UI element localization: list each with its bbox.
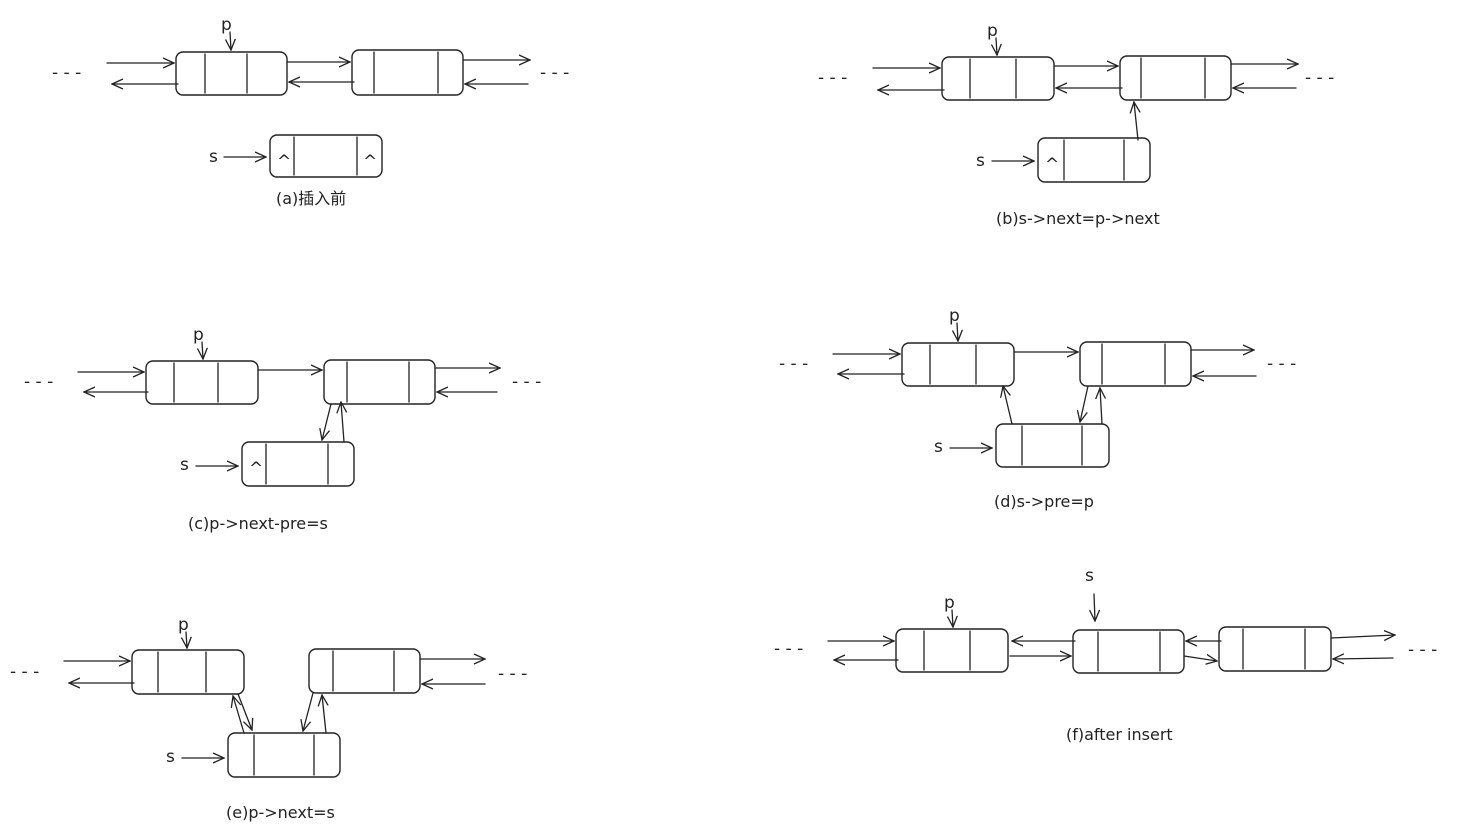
dashes-left: - - - (774, 639, 803, 659)
arrow-out-next (1330, 635, 1395, 638)
s-pre-null: ^ (1045, 155, 1059, 175)
node-s: ^ (241, 441, 355, 487)
node-next (308, 648, 421, 694)
arrow-p-next-s (237, 693, 252, 730)
dashes-right: - - - (540, 63, 569, 83)
arrow-s-next (1134, 102, 1138, 141)
dashes-right: - - - (512, 372, 541, 392)
node-next (1218, 626, 1332, 672)
dashes-right: - - - (1267, 354, 1296, 374)
arrow-s-next (341, 402, 344, 443)
node-p (145, 360, 259, 405)
label-s: s (209, 147, 218, 167)
arrow-s-next (322, 695, 326, 734)
label-p: p (193, 325, 204, 345)
panel-b: - - - - - - p s ^ (b)s->next=p->next (818, 21, 1334, 228)
panel-d: - - - - - - p s (d)s->pre=p (779, 306, 1296, 511)
node-p (175, 51, 288, 96)
s-next-null: ^ (363, 152, 377, 172)
s-pre-null: ^ (277, 152, 291, 172)
p-pointer-arrow (186, 631, 187, 648)
arrow-s-next (1100, 388, 1102, 425)
label-s: s (976, 151, 985, 171)
arrow-next-pre-s (322, 403, 332, 440)
dashes-left: - - - (779, 354, 808, 374)
p-pointer-arrow (202, 341, 203, 359)
arrow-s-pre (1003, 386, 1013, 425)
label-p: p (944, 593, 955, 613)
node-s: ^ (1037, 137, 1151, 183)
arrow-s-next (1183, 656, 1217, 661)
arrow-in-pre (1333, 658, 1394, 659)
caption-e: (e)p->next=s (226, 803, 335, 822)
label-s: s (180, 455, 189, 475)
arrow-s-pre (233, 696, 245, 734)
label-p: p (949, 306, 960, 326)
node-p (895, 628, 1009, 673)
p-pointer-arrow (230, 31, 231, 50)
node-p (131, 649, 245, 695)
dashes-left: - - - (10, 662, 39, 682)
node-next (323, 359, 436, 405)
dashes-right: - - - (1305, 68, 1334, 88)
label-s-top: s (1085, 566, 1094, 586)
dashes-left: - - - (24, 372, 53, 392)
panel-e: - - - - - - p s (e)p->next=s (10, 615, 527, 822)
dashes-left: - - - (818, 68, 847, 88)
node-next (1119, 55, 1232, 101)
caption-a: (a)插入前 (276, 189, 346, 208)
caption-f: (f)after insert (1066, 725, 1173, 744)
caption-b: (b)s->next=p->next (996, 209, 1160, 228)
panel-a: - - - - - - p s ^ ^ (a)插入前 (52, 15, 569, 208)
s-pointer-arrow (1094, 593, 1095, 621)
node-s (227, 732, 341, 778)
label-s: s (166, 747, 175, 767)
caption-d: (d)s->pre=p (994, 492, 1094, 511)
p-pointer-arrow (957, 322, 958, 341)
dashes-right: - - - (498, 664, 527, 684)
p-pointer-arrow (952, 609, 953, 627)
label-p: p (987, 21, 998, 41)
s-pre-null: ^ (249, 459, 263, 479)
node-s: ^ ^ (269, 134, 383, 178)
node-p (901, 342, 1015, 387)
label-p: p (178, 615, 189, 635)
node-next (351, 49, 464, 96)
dashes-left: - - - (52, 63, 81, 83)
label-p: p (221, 15, 232, 35)
caption-c: (c)p->next-pre=s (188, 514, 328, 533)
node-s (1072, 629, 1185, 674)
node-s (995, 423, 1110, 468)
label-s: s (934, 437, 943, 457)
arrow-next-pre-s (303, 692, 314, 731)
dashes-right: - - - (1408, 640, 1437, 660)
node-p (941, 56, 1055, 101)
panel-f: - - - - - - p s (f)after insert (774, 566, 1437, 744)
p-pointer-arrow (996, 37, 997, 55)
arrow-next-pre-s (1080, 385, 1089, 422)
panel-c: - - - - - - p s ^ (c)p->next-pre=s (24, 325, 541, 533)
node-next (1079, 341, 1192, 387)
